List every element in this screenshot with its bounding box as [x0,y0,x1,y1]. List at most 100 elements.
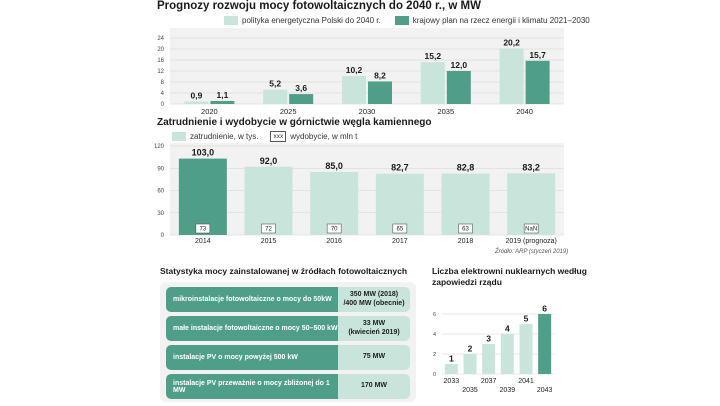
chart-panel [170,28,564,104]
coal-legend: zatrudnienie, w tys. xxx wydobycie, w ml… [172,131,357,142]
data-label: 8,2 [374,70,386,80]
bar [538,314,552,374]
data-label: 3,6 [295,83,307,93]
legend-output-box-sample: xxx [270,131,287,142]
y-tick-label: 0 [433,372,436,378]
legend-label-employment: zatrudnienie, w tys. [190,132,259,141]
y-tick-label: 4 [433,332,436,338]
data-label: 10,2 [346,65,363,75]
bar [463,354,477,374]
x-tick-label: 2025 [280,107,297,116]
pv-forecast-title: Prognozy rozwoju mocy fotowoltaicznych d… [157,0,481,12]
coal-mining-title: Zatrudnienie i wydobycie w górnictwie wę… [157,117,432,128]
data-label: 6 [542,304,547,314]
x-tick-label: 2019 (prognoza) [505,238,556,245]
y-tick-label: 4 [161,91,165,97]
data-label: 5 [524,314,529,324]
stats-row-label: małe instalacje fotowoltaiczne o mocy 50… [166,316,338,341]
bar [446,71,471,104]
output-box [458,223,473,234]
output-label: 70 [331,227,338,233]
stats-row-label: instalacje PV o mocy powyżej 500 kW [166,345,338,370]
data-label: 4 [505,324,510,334]
bar [244,166,293,235]
output-box [326,223,342,234]
coal-source-note: Źródło: ARP (styczeń 2019) [495,249,569,255]
data-label: 12,0 [451,60,468,70]
x-tick-label: 2033 [444,378,460,385]
data-label: 103,0 [192,148,215,158]
bar [342,75,366,104]
output-label: 72 [265,227,272,233]
y-tick-label: 2 [433,352,436,358]
x-tick-label: 2030 [359,107,376,116]
bar [500,334,514,374]
stats-row: instalacje PV przeważnie o mocy zbliżone… [166,374,410,399]
y-tick-label: 24 [157,36,164,42]
y-tick-label: 12 [157,69,164,75]
data-label: 1,1 [216,90,228,100]
bar [178,158,227,235]
x-tick-label: 2041 [518,378,534,385]
bar [482,344,496,374]
stats-row-value: 75 MW [338,345,410,370]
data-label: 3 [486,334,491,344]
data-label: 15,2 [425,51,442,61]
legend-label-output: wydobycie, w mln t [290,132,358,141]
stats-row: małe instalacje fotowoltaiczne o mocy 50… [166,316,410,341]
stats-row-value: 170 MW [338,374,410,399]
bar [289,94,314,104]
bar [184,101,209,104]
x-tick-label: 2040 [516,107,533,116]
output-box [195,223,211,234]
nuclear-chart: 0 2 4 6 1 2033 2 2035 3 2037 4 2039 5 2041 6 2043 [433,304,554,394]
output-label: 63 [462,227,469,233]
data-label: 92,0 [260,156,278,166]
data-label: 5,2 [269,79,281,89]
bar [210,100,235,104]
legend-label-policy: polityka energetyczna Polski do 2040 r. [242,16,381,25]
y-tick-label: 0 [161,102,165,108]
stats-row: instalacje PV o mocy powyżej 500 kW 75 M… [166,345,410,370]
y-tick-label: 6 [433,312,436,318]
stats-table: mikroinstalacje fotowoltaiczne o mocy do… [160,282,416,402]
data-label: 82,8 [457,163,475,173]
x-tick-label: 2020 [201,107,218,116]
coal-mining-chart: 0 30 60 90 120 103,0 73 2014 92,0 72 2015 85,0 70 201… [154,143,564,245]
y-tick-label: 60 [157,189,164,195]
stats-table-title: Statystyka mocy zainstalowanej w źródłac… [160,266,408,276]
x-tick-label: 2037 [481,378,497,385]
y-tick-label: 30 [157,211,164,217]
y-tick-label: 20 [157,47,164,53]
pv-forecast-chart: 0 4 8 12 16 20 24 0,9 1,1 2020 5,2 3,6 2025 10,2 8,2 20… [157,28,564,116]
output-box [523,223,539,234]
x-tick-label: 2014 [195,238,211,245]
y-tick-label: 16 [157,58,164,64]
bar [519,324,533,374]
stats-row: mikroinstalacje fotowoltaiczne o mocy do… [166,287,410,312]
x-tick-label: 2035 [437,107,454,116]
data-label: 83,2 [522,162,540,172]
chart-panel [170,143,564,235]
bar [263,89,288,104]
data-label: 20,2 [503,37,520,47]
x-tick-label: 2016 [326,238,342,245]
y-tick-label: 90 [157,166,164,172]
legend-label-plan: krajowy plan na rzecz energii i klimatu … [412,16,590,25]
output-box [261,223,276,234]
legend-swatch-policy [224,16,238,25]
y-tick-label: 0 [161,233,165,239]
x-tick-label: 2043 [537,387,553,394]
stats-row-label: instalacje PV przeważnie o mocy zbliżone… [166,374,338,399]
stats-row-label: mikroinstalacje fotowoltaiczne o mocy do… [166,287,338,312]
stats-row-value: 33 MW (kwiecień 2019) [338,316,410,341]
x-tick-label: 2015 [261,238,277,245]
data-label: 1 [449,354,454,364]
data-label: 15,7 [529,50,546,60]
data-label: 0,9 [190,91,202,101]
y-tick-label: 8 [161,80,165,86]
bar [420,62,445,104]
data-label: 2 [468,344,473,354]
data-label: 85,0 [325,161,343,171]
output-label: 65 [396,227,403,233]
